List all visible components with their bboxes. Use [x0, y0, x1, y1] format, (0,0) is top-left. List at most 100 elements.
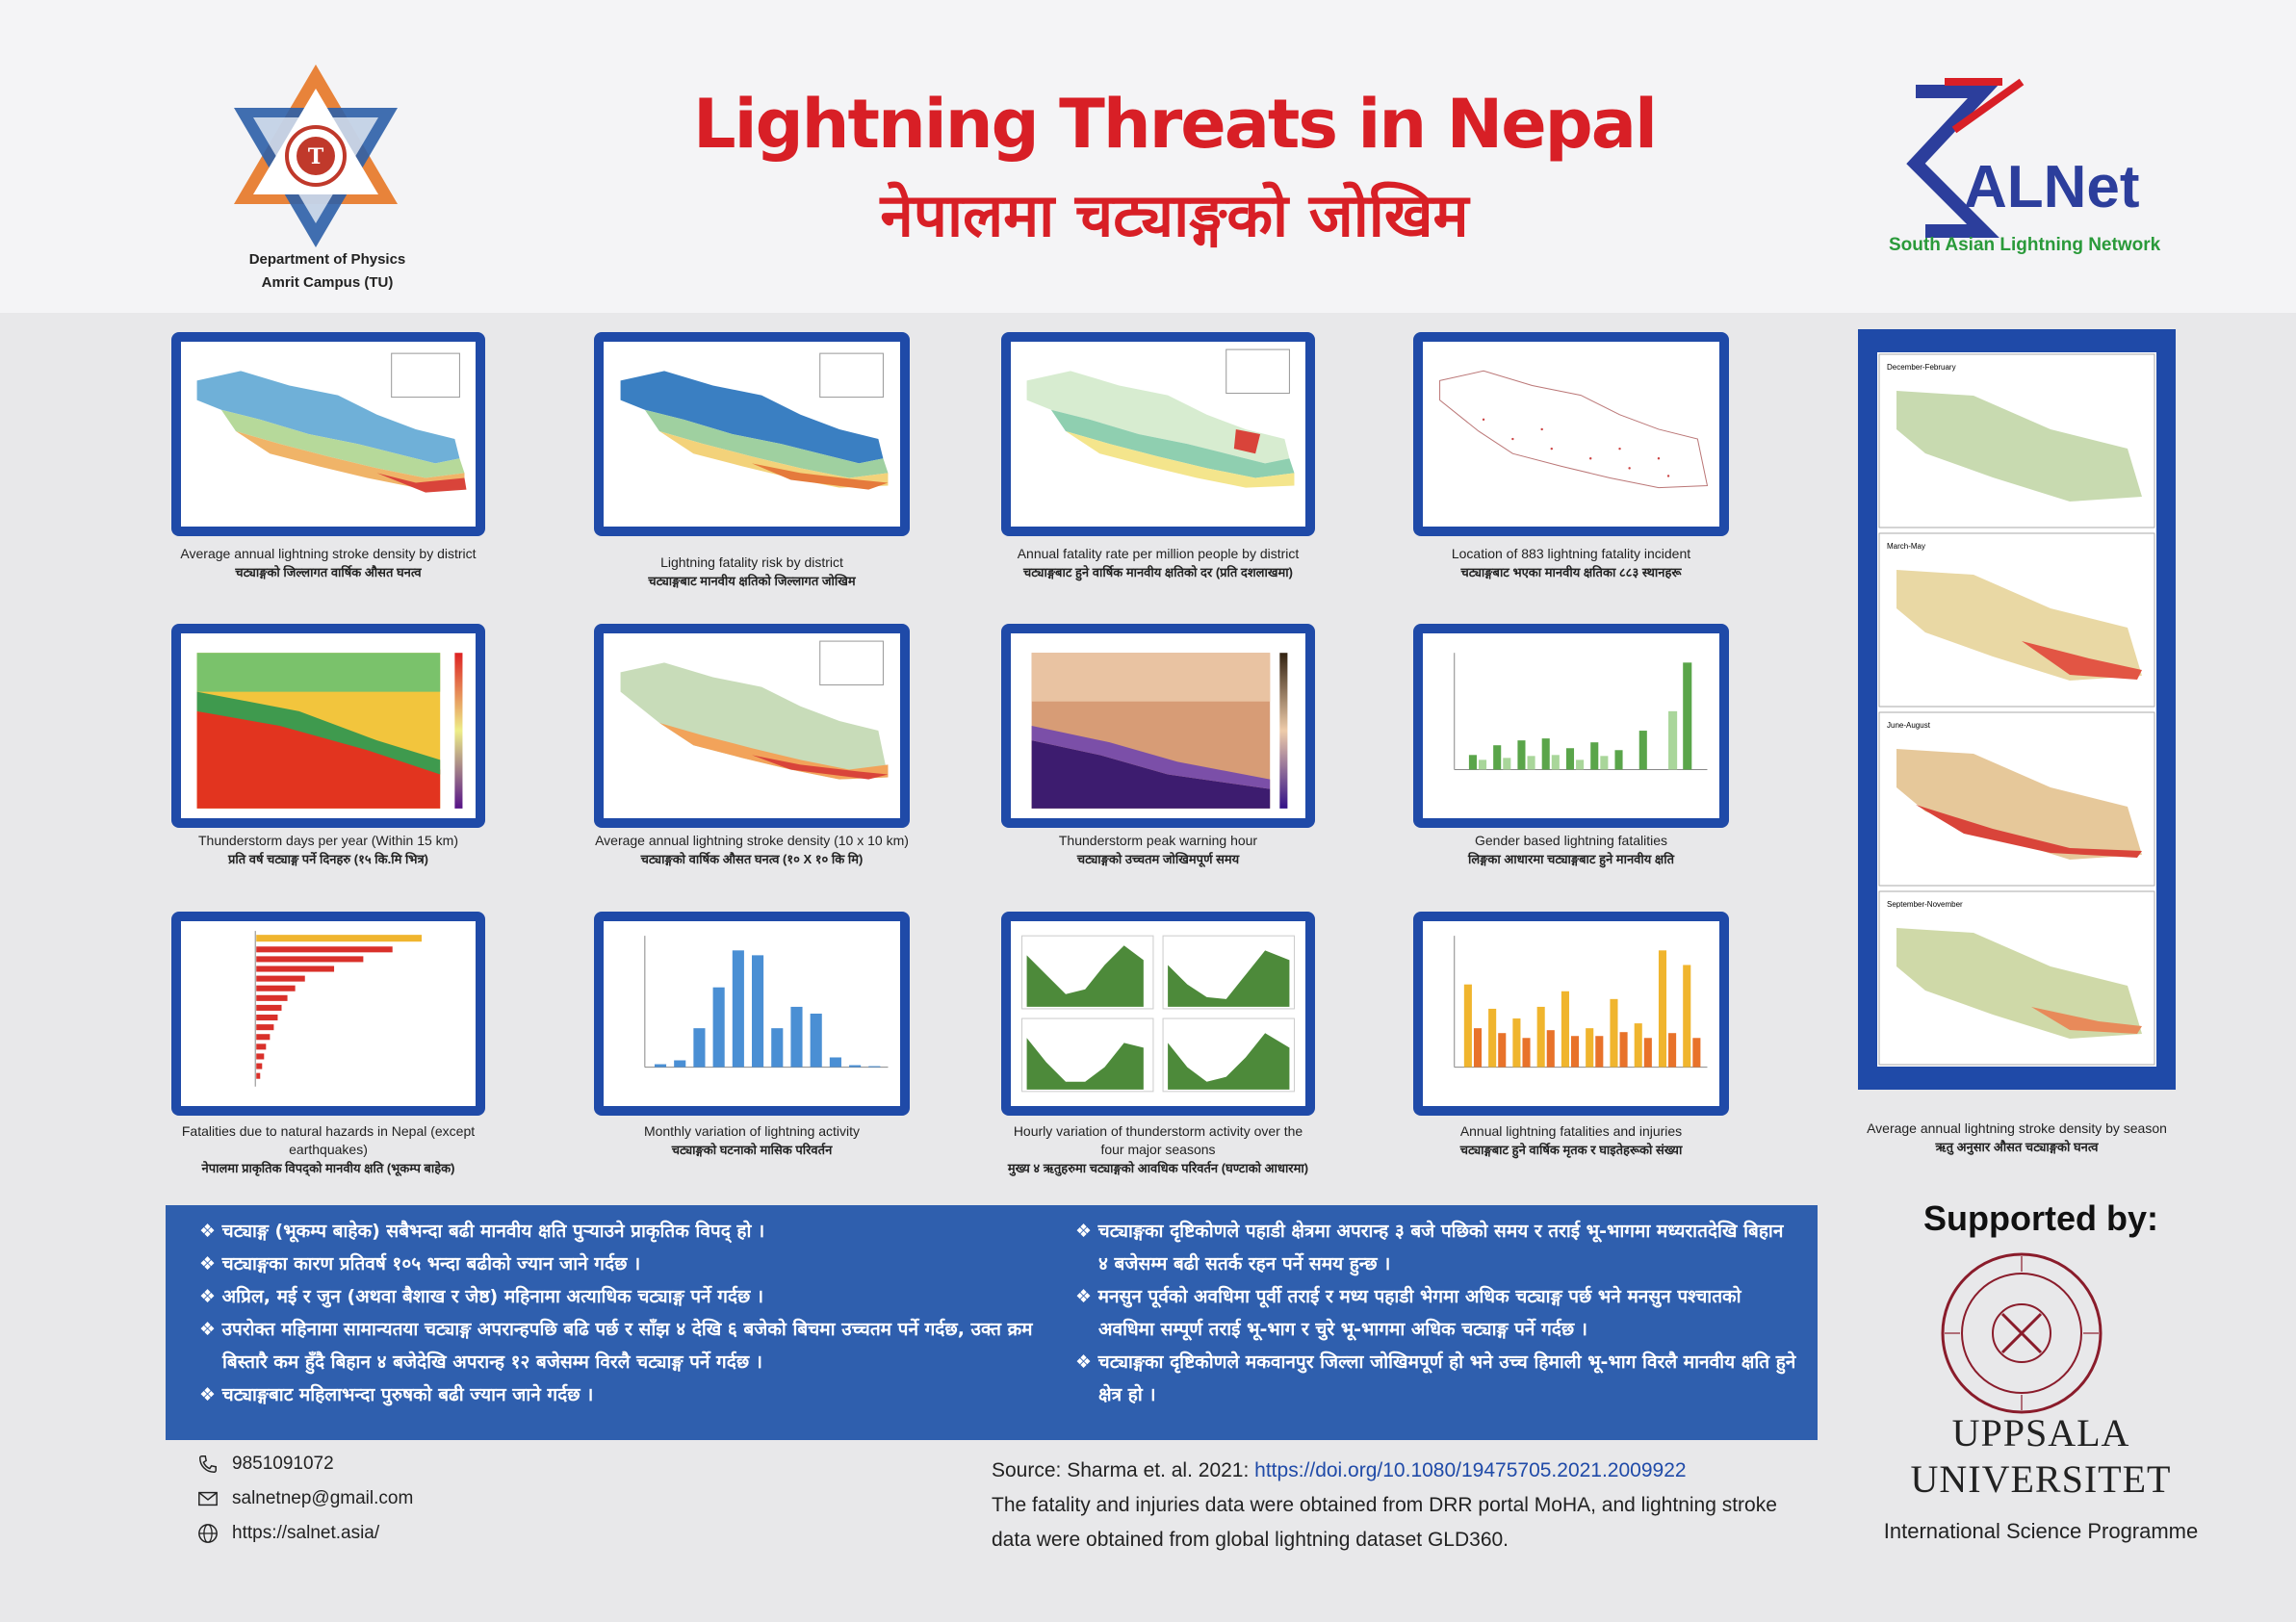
caption-monthly-variation: Monthly variation of lightning activity …: [594, 1122, 910, 1159]
caption-ne: नेपालमा प्राकृतिक विपद्को मानवीय क्षति (…: [201, 1161, 455, 1175]
panel-monthly-variation: [594, 912, 910, 1116]
chart-monthly-variation: [644, 936, 889, 1068]
caption-ne: चट्याङ्गको उच्चतम जोखिमपूर्ण समय: [1076, 852, 1240, 866]
caption-en: Average annual lightning stroke density …: [595, 833, 909, 848]
caption-fatality-rate-million: Annual fatality rate per million people …: [1001, 545, 1315, 581]
panel-annual-fatalities-injuries: [1413, 912, 1729, 1116]
caption-ne: चट्याङ्गबाट मानवीय क्षतिको जिल्लागत जोखि…: [648, 574, 856, 588]
map-fatality-risk-district: [620, 352, 889, 490]
globe-icon: [197, 1523, 222, 1544]
season-son: September-November: [1878, 890, 2155, 1066]
caption-ne: लिङ्गका आधारमा चट्याङ्गबाट हुने मानवीय क…: [1467, 852, 1675, 866]
key-facts-right: ❖ चट्याङ्गका दृष्टिकोणले पहाडी क्षेत्रमा…: [1075, 1215, 1797, 1411]
department-label: Department of Physics Amrit Campus (TU): [202, 248, 452, 295]
caption-stroke-density-district: Average annual lightning stroke density …: [171, 545, 485, 581]
caption-natural-hazards: Fatalities due to natural hazards in Nep…: [171, 1122, 485, 1177]
caption-ne: ऋतु अनुसार औसत चट्याङ्गको घनत्व: [1935, 1140, 2099, 1154]
fact-item: ❖ अप्रिल, मई र जुन (अथवा बैशाख र जेष्ठ) …: [199, 1286, 764, 1307]
salnet-logo: ALNet South Asian Lightning Network: [1887, 72, 2195, 265]
map-stroke-density-district: [196, 352, 467, 493]
caption-ne: चट्याङ्गबाट हुने वार्षिक मानवीय क्षतिको …: [1023, 565, 1293, 579]
caption-gender-fatalities: Gender based lightning fatalities लिङ्गक…: [1413, 832, 1729, 868]
contact-phone: 9851091072: [197, 1454, 334, 1475]
fact-item: ❖ चट्याङ्ग (भूकम्प बाहेक) सबैभन्दा बढी म…: [199, 1221, 765, 1242]
caption-en: Lightning fatality risk by district: [660, 554, 843, 570]
caption-hourly-variation: Hourly variation of thunderstorm activit…: [1001, 1122, 1315, 1177]
panel-stroke-density-10km: [594, 624, 910, 828]
caption-ne: मुख्य ४ ऋतुहरुमा चट्याङ्गको आवधिक परिवर्…: [1007, 1161, 1309, 1175]
map-fatality-rate-million: [1026, 348, 1295, 488]
email-address[interactable]: salnetnep@gmail.com: [232, 1488, 414, 1509]
caption-ne: चट्याङ्गको वार्षिक औसत घनत्व (१० X १० कि…: [640, 852, 864, 866]
caption-en: Location of 883 lightning fatality incid…: [1451, 546, 1691, 561]
salnet-name: ALNet: [1964, 154, 2140, 220]
fact-item: ❖ चट्याङ्गबाट महिलाभन्दा पुरुषको बढी ज्य…: [199, 1384, 594, 1405]
panel-gender-fatalities: [1413, 624, 1729, 828]
svg-text:T: T: [308, 144, 324, 169]
caption-ne: प्रति वर्ष चट्याङ्ग पर्ने दिनहरु (१५ कि.…: [228, 852, 428, 866]
key-facts-left: ❖ चट्याङ्ग (भूकम्प बाहेक) सबैभन्दा बढी म…: [199, 1215, 1037, 1411]
panel-fatality-locations: [1413, 332, 1729, 536]
fact-item: ❖ चट्याङ्गका कारण प्रतिवर्ष १०५ भन्दा बढ…: [199, 1253, 641, 1274]
panel-hourly-variation: [1001, 912, 1315, 1116]
uppsala-line1: UPPSALA: [1951, 1411, 2130, 1455]
season-label: December-February: [1887, 363, 1956, 372]
season-djf: December-February: [1878, 353, 2155, 528]
page-title: Lightning Threats in Nepal: [692, 85, 1658, 164]
source-label: Source: Sharma et. al. 2021:: [992, 1459, 1250, 1481]
fact-item: ❖ चट्याङ्गका दृष्टिकोणले मकवानपुर जिल्ला…: [1075, 1352, 1796, 1405]
chart-hourly-variation: [1021, 935, 1295, 1093]
caption-thunderstorm-days: Thunderstorm days per year (Within 15 km…: [171, 832, 485, 868]
phone-number: 9851091072: [232, 1454, 334, 1475]
caption-peak-warning-hour: Thunderstorm peak warning hour चट्याङ्गक…: [1001, 832, 1315, 868]
contact-website: https://salnet.asia/: [197, 1523, 379, 1544]
uppsala-university-name: UPPSALA UNIVERSITET: [1848, 1410, 2233, 1503]
caption-en: Gender based lightning fatalities: [1474, 833, 1668, 848]
uppsala-line2: UNIVERSITET: [1910, 1457, 2172, 1501]
caption-ne: चट्याङ्गबाट भएका मानवीय क्षतिका ८८३ स्था…: [1460, 565, 1682, 579]
department-name: Department of Physics: [248, 251, 406, 268]
caption-en: Hourly variation of thunderstorm activit…: [1013, 1123, 1303, 1157]
salnet-tagline: South Asian Lightning Network: [1889, 235, 2161, 255]
panel-fatality-rate-million: [1001, 332, 1315, 536]
contact-email: salnetnep@gmail.com: [197, 1488, 413, 1509]
caption-fatality-locations: Location of 883 lightning fatality incid…: [1413, 545, 1729, 581]
page-title-nepali: नेपालमा चट्याङ्गको जोखिम: [880, 180, 1469, 250]
map-peak-warning-hour: [1031, 653, 1288, 809]
caption-stroke-density-10km: Average annual lightning stroke density …: [594, 832, 910, 868]
caption-ne: चट्याङ्गको जिल्लागत वार्षिक औसत घनत्व: [235, 565, 422, 579]
doi-link[interactable]: https://doi.org/10.1080/19475705.2021.20…: [1254, 1459, 1687, 1481]
caption-annual-fatalities-injuries: Annual lightning fatalities and injuries…: [1413, 1122, 1729, 1159]
caption-ne: चट्याङ्गबाट हुने वार्षिक मृतक र घाइतेहरू…: [1459, 1143, 1683, 1157]
panel-fatality-risk-district: [594, 332, 910, 536]
season-jja: June-August: [1878, 711, 2155, 887]
website-link[interactable]: https://salnet.asia/: [232, 1523, 380, 1544]
caption-en: Annual lightning fatalities and injuries: [1459, 1123, 1683, 1139]
panel-natural-hazards: [171, 912, 485, 1116]
panel-peak-warning-hour: [1001, 624, 1315, 828]
chart-natural-hazards: [254, 931, 423, 1087]
season-mam: March-May: [1878, 532, 2155, 708]
isp-label: International Science Programme: [1883, 1519, 2199, 1543]
fact-item: ❖ मनसुन पूर्वको अवधिमा पूर्वी तराई र मध्…: [1075, 1286, 1741, 1340]
caption-en: Annual fatality rate per million people …: [1017, 546, 1300, 561]
season-label: September-November: [1887, 900, 1963, 909]
caption-ne: चट्याङ्गको घटनाको मासिक परिवर्तन: [671, 1143, 833, 1157]
caption-en: Thunderstorm days per year (Within 15 km…: [198, 833, 458, 848]
fact-item: ❖ उपरोक्त महिनामा सामान्यतया चट्याङ्ग अप…: [199, 1319, 1033, 1373]
panel-stroke-density-district: [171, 332, 485, 536]
key-facts-box: ❖ चट्याङ्ग (भूकम्प बाहेक) सबैभन्दा बढी म…: [166, 1205, 1818, 1440]
panel-thunderstorm-days: [171, 624, 485, 828]
tribhuvan-university-logo: T: [219, 60, 412, 252]
caption-en: Average annual lightning stroke density …: [1867, 1120, 2167, 1136]
map-fatality-locations: [1439, 370, 1709, 489]
map-seasonal-density: December-February March-May June-August …: [1878, 353, 2155, 1066]
season-label: March-May: [1887, 542, 1925, 551]
caption-en: Average annual lightning stroke density …: [180, 546, 477, 561]
season-label: June-August: [1887, 721, 1931, 730]
source-citation: Source: Sharma et. al. 2021: https://doi…: [992, 1454, 1819, 1558]
chart-annual-fatalities-injuries: [1454, 936, 1708, 1068]
supported-by-label: Supported by:: [1923, 1198, 2158, 1238]
map-thunderstorm-days: [196, 653, 463, 809]
email-icon: [197, 1488, 222, 1509]
